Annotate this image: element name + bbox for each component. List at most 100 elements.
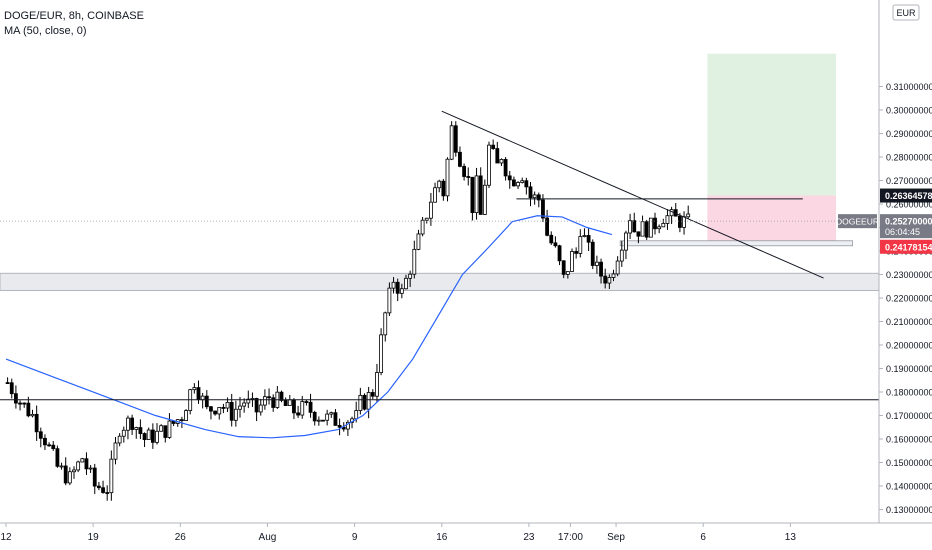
candle-down — [507, 175, 512, 181]
candle-down — [549, 234, 554, 244]
price-tick-label: 0.13000000 — [886, 505, 932, 515]
last-price-tag-bg — [880, 214, 932, 239]
candle-up — [59, 465, 64, 468]
candle-down — [536, 194, 541, 201]
candle-down — [312, 411, 317, 422]
price-tick-label: 0.18000000 — [886, 388, 932, 398]
candle-up — [225, 401, 230, 409]
candle-up — [192, 387, 197, 391]
symbol-tag-bg — [838, 214, 877, 229]
symbol-title: DOGE/EUR, 8h, COINBASE — [4, 10, 144, 22]
candle-up — [155, 430, 159, 443]
candle-up — [387, 287, 392, 314]
candle-down — [130, 417, 135, 430]
candle-up — [420, 219, 425, 235]
candle-up — [624, 232, 628, 251]
candle-down — [51, 444, 56, 450]
candle-up — [648, 217, 653, 238]
candle-up — [640, 221, 645, 237]
candle-up — [184, 410, 188, 421]
candle-down — [34, 413, 39, 433]
candle-down — [5, 382, 10, 385]
candle-up — [325, 413, 330, 421]
price-tick-label: 0.22000000 — [886, 294, 932, 304]
candle-down — [557, 245, 562, 262]
candle-up — [329, 412, 334, 415]
currency-button[interactable]: EUR — [892, 4, 920, 21]
price-tick-label: 0.17000000 — [886, 411, 932, 421]
candle-up — [428, 201, 433, 219]
candle-down — [478, 175, 483, 215]
candle-up — [657, 226, 662, 230]
candle-up — [67, 471, 72, 484]
candle-down — [150, 429, 155, 443]
price-tick-label: 0.14000000 — [886, 482, 932, 492]
candle-up — [669, 209, 674, 217]
candle-up — [113, 442, 118, 460]
candle-down — [503, 159, 508, 177]
candle-up — [200, 395, 205, 401]
candle-down — [18, 402, 22, 405]
price-tick-label: 0.15000000 — [886, 458, 932, 468]
candle-down — [644, 221, 649, 238]
price-tick-label: 0.28000000 — [886, 153, 932, 163]
candle-up — [416, 233, 421, 250]
candle-up — [238, 405, 242, 410]
entry-zone — [619, 240, 854, 247]
candle-up — [316, 419, 321, 422]
candle-up — [570, 251, 574, 272]
candle-up — [628, 220, 632, 234]
candle-up — [445, 158, 450, 197]
candle-down — [395, 281, 400, 294]
candle-up — [661, 223, 666, 228]
candle-up — [399, 288, 404, 294]
candle-up — [391, 281, 396, 289]
candle-down — [333, 412, 338, 426]
candle-down — [524, 180, 529, 188]
candle-down — [43, 437, 47, 446]
target-zone — [707, 53, 836, 196]
price-tick-label: 0.26000000 — [886, 200, 932, 210]
candle-down — [26, 402, 31, 417]
candle-up — [109, 458, 114, 494]
candle-up — [404, 277, 408, 290]
candle-up — [217, 407, 222, 415]
candle-up — [375, 372, 379, 397]
price-tick-label: 0.29000000 — [886, 129, 932, 139]
candle-down — [22, 402, 27, 405]
candle-down — [292, 399, 296, 414]
candle-up — [437, 180, 442, 189]
candle-up — [499, 159, 504, 164]
indicator-label: MA (50, close, 0) — [4, 25, 87, 37]
candle-down — [47, 444, 51, 447]
price-tick-label: 0.27000000 — [886, 176, 932, 186]
price-tick-label: 0.21000000 — [886, 317, 932, 327]
candle-up — [167, 420, 172, 438]
candle-down — [213, 410, 218, 415]
candle-up — [578, 236, 583, 254]
candle-down — [603, 275, 608, 284]
candle-up — [615, 260, 620, 275]
candle-up — [300, 401, 305, 416]
time-tick-label: 12 — [0, 532, 12, 543]
candle-down — [163, 425, 168, 438]
candle-down — [97, 485, 101, 489]
candle-down — [653, 217, 657, 230]
candle-down — [495, 148, 500, 164]
time-tick-label: Aug — [259, 532, 277, 543]
candle-up — [358, 394, 363, 411]
candle-up — [117, 435, 122, 444]
candle-down — [308, 401, 313, 413]
candle-up — [682, 216, 686, 228]
time-tick-label: 17:00 — [558, 532, 583, 543]
candle-up — [532, 194, 537, 199]
candle-down — [55, 448, 60, 467]
candle-up — [258, 404, 263, 413]
trendline — [441, 110, 824, 279]
time-tick-label: 23 — [523, 532, 535, 543]
support-zone — [0, 272, 880, 291]
stop-zone — [707, 195, 836, 246]
candle-up — [80, 458, 85, 463]
target-price-tag: 0.26364578 — [885, 191, 932, 201]
